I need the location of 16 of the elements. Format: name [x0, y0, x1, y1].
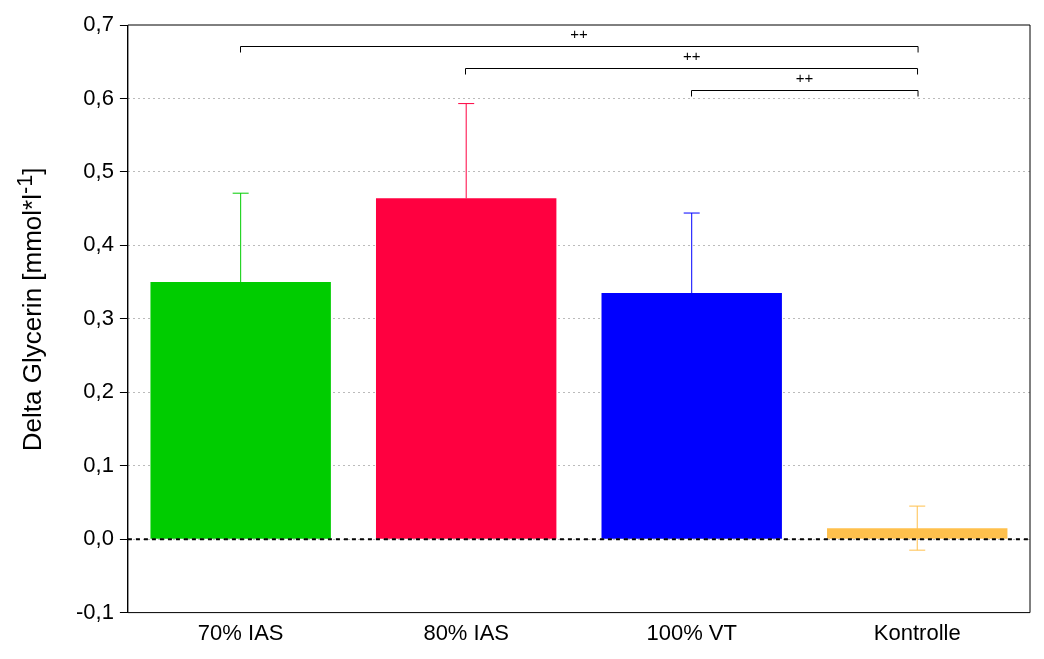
y-tick-label: 0,0: [83, 525, 114, 551]
x-tick-label: Kontrolle: [873, 619, 961, 645]
x-tick-label: 70% IAS: [197, 619, 284, 645]
x-tick-label: 100% VT: [646, 619, 737, 645]
annotation: ++: [681, 47, 702, 64]
y-tick-label: 0,1: [83, 451, 114, 477]
y-tick-label: 0,7: [83, 11, 114, 37]
annotation: ++: [794, 69, 815, 86]
y-tick-label: 0,5: [83, 157, 114, 183]
y-tick-label: -0,1: [75, 598, 114, 624]
y-tick-label: 0,2: [83, 378, 114, 404]
x-tick-label: 80% IAS: [423, 619, 509, 645]
y-tick-label: 0,3: [83, 304, 114, 330]
y-tick-label: 0,6: [83, 84, 114, 110]
y-tick-label: 0,4: [83, 231, 114, 257]
annotation: ++: [569, 25, 589, 42]
